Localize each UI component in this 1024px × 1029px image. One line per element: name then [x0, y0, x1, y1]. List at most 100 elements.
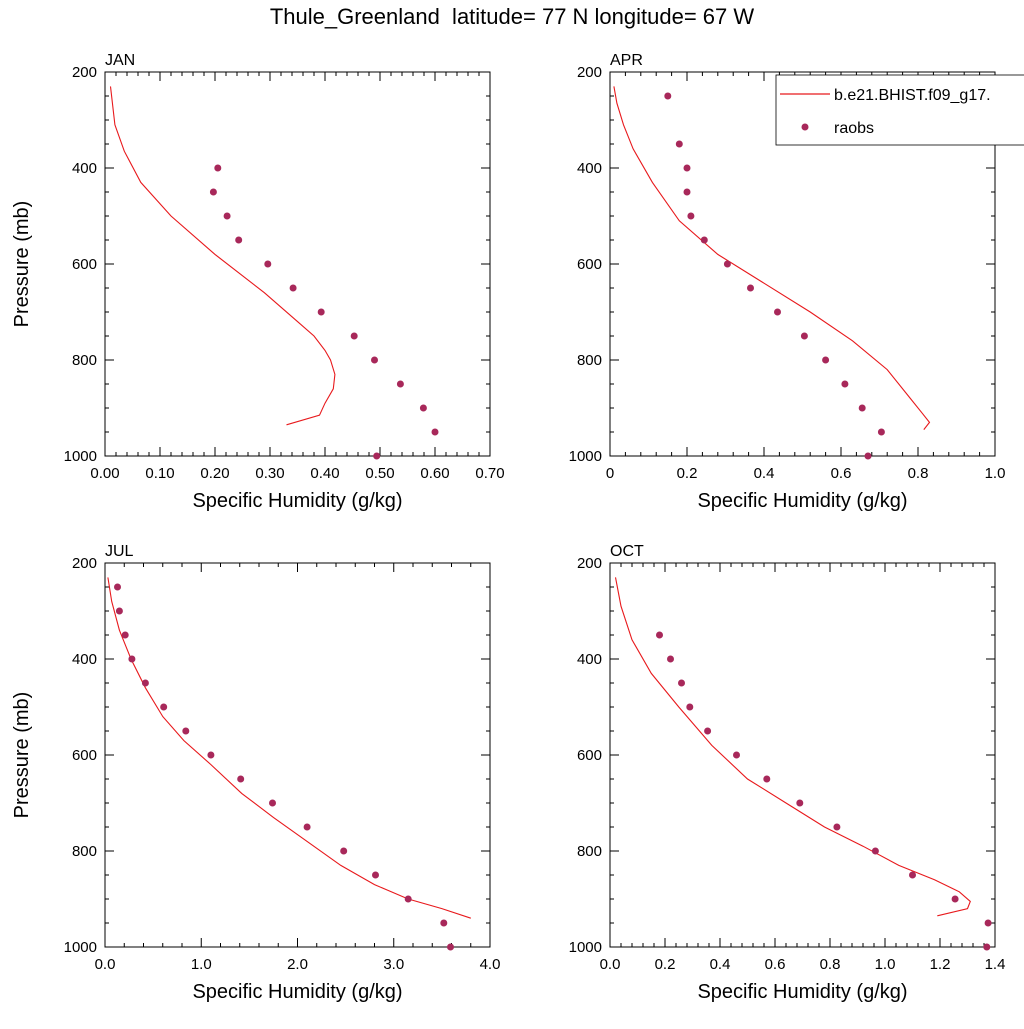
y-tick-label: 200 [577, 555, 602, 572]
x-tick-label: 0.0 [95, 956, 116, 973]
raobs-point [264, 260, 272, 268]
y-tick-label: 600 [72, 747, 97, 764]
raobs-point [237, 775, 245, 783]
raobs-point [396, 380, 404, 388]
raobs-point [763, 775, 771, 783]
raobs-point [833, 823, 841, 831]
model-profile-line [107, 577, 471, 919]
raobs-point [214, 164, 222, 172]
y-tick-label: 1000 [569, 448, 602, 465]
y-axis-label: Pressure (mb) [11, 692, 33, 819]
x-tick-label: 0.40 [310, 465, 339, 482]
y-tick-label: 800 [72, 352, 97, 369]
raobs-point [235, 236, 243, 244]
raobs-point [303, 823, 311, 831]
raobs-point [121, 631, 129, 639]
raobs-point [440, 919, 448, 927]
y-tick-label: 800 [577, 352, 602, 369]
raobs-point [774, 308, 781, 316]
x-tick-label: 1.4 [985, 956, 1006, 973]
raobs-point [683, 164, 691, 172]
raobs-point [796, 799, 804, 807]
raobs-point [269, 799, 276, 807]
raobs-point [822, 356, 830, 364]
x-tick-label: 1.0 [985, 465, 1006, 482]
model-profile-line [614, 577, 971, 917]
raobs-point [419, 404, 427, 412]
model-profile-line [613, 86, 931, 430]
panel-jul: 0.0 1.0 2.0 3.0 4.0 200 400 600 800 1000 JUL Specif… [11, 543, 500, 1003]
x-tick-label: 0.10 [145, 465, 174, 482]
raobs-point [871, 847, 879, 855]
raobs-point [841, 380, 849, 388]
raobs-point [675, 140, 683, 148]
raobs-point [373, 452, 381, 460]
panel-oct: 0.0 0.2 0.4 0.6 0.8 1.0 1.2 1.4 200 400 600 800 1000… [569, 543, 1006, 1003]
raobs-point [704, 727, 712, 735]
x-axis-label: Specific Humidity (g/kg) [697, 490, 907, 512]
panel-label: JUL [105, 543, 134, 560]
x-tick-label: 0.2 [677, 465, 698, 482]
x-tick-label: 0.00 [90, 465, 119, 482]
panel-label: APR [610, 52, 643, 69]
raobs-point [683, 188, 691, 196]
x-tick-label: 0.4 [754, 465, 775, 482]
raobs-point [431, 428, 439, 436]
raobs-point [350, 332, 358, 340]
y-tick-label: 600 [577, 747, 602, 764]
legend-dot-swatch [801, 123, 809, 131]
raobs-point [160, 703, 168, 711]
panel-label: OCT [610, 543, 644, 560]
x-tick-label: 0.70 [475, 465, 504, 482]
y-tick-label: 1000 [64, 939, 97, 956]
x-tick-label: 4.0 [480, 956, 501, 973]
raobs-point [678, 679, 685, 687]
raobs-point [800, 332, 808, 340]
x-tick-label: 0.30 [255, 465, 284, 482]
x-tick-label: 0.50 [365, 465, 394, 482]
legend-obs-label: raobs [834, 120, 874, 137]
raobs-point [877, 428, 885, 436]
panel-label: JAN [105, 52, 135, 69]
raobs-point [723, 260, 731, 268]
x-tick-label: 1.0 [875, 956, 896, 973]
panel-jan: 0.00 0.10 0.20 0.30 0.40 0.50 0.60 0.70 200 400 60… [11, 52, 505, 512]
plot-frame [609, 562, 996, 948]
raobs-point [447, 943, 454, 951]
raobs-point [289, 284, 297, 292]
raobs-point [317, 308, 325, 316]
raobs-point [115, 607, 123, 615]
raobs-point [983, 943, 991, 951]
x-tick-label: 0.0 [600, 956, 621, 973]
y-tick-label: 800 [577, 843, 602, 860]
y-tick-label: 200 [577, 64, 602, 81]
raobs-point [664, 92, 672, 100]
raobs-point [687, 212, 695, 220]
raobs-point [114, 583, 121, 591]
y-tick-label: 400 [72, 651, 97, 668]
figure-title: Thule_Greenland latitude= 77 N longitude… [269, 4, 755, 29]
x-tick-label: 2.0 [287, 956, 308, 973]
raobs-point [340, 847, 348, 855]
y-tick-label: 600 [577, 256, 602, 273]
x-axis-label: Specific Humidity (g/kg) [192, 490, 402, 512]
raobs-point [209, 188, 217, 196]
raobs-point [656, 631, 663, 639]
y-tick-label: 400 [72, 160, 97, 177]
x-axis-label: Specific Humidity (g/kg) [192, 981, 402, 1003]
x-tick-label: 1.2 [930, 956, 951, 973]
plot-frame [104, 562, 491, 948]
raobs-point [404, 895, 412, 903]
x-tick-label: 1.0 [191, 956, 212, 973]
y-tick-label: 1000 [569, 939, 602, 956]
raobs-point [182, 727, 190, 735]
raobs-point [371, 356, 378, 364]
y-tick-label: 400 [577, 160, 602, 177]
panel-apr: 0 0.2 0.4 0.6 0.8 1.0 200 400 600 800 1000 APR Speci… [569, 52, 1006, 512]
x-tick-label: 3.0 [383, 956, 404, 973]
y-tick-label: 800 [72, 843, 97, 860]
model-profile-line [109, 86, 336, 426]
x-tick-label: 0.6 [765, 956, 786, 973]
raobs-point [909, 871, 916, 879]
